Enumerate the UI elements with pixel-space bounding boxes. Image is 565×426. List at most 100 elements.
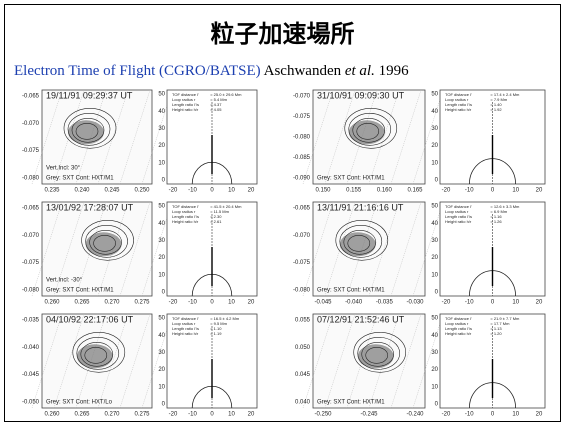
grid-line <box>31 201 63 297</box>
x-tick-label: 0.260 <box>44 412 60 418</box>
profile-x-tick: -10 <box>465 188 474 194</box>
contour <box>80 341 114 367</box>
sxt-blob <box>85 232 122 257</box>
tof-label: Loop radius r <box>445 209 469 214</box>
profile-y-tick: 30 <box>158 238 165 244</box>
profile-x-tick: -20 <box>442 412 451 418</box>
x-tick-label: 0.240 <box>74 188 90 194</box>
grid-line <box>302 313 334 409</box>
tof-label: Height ratio h/r <box>445 219 472 224</box>
sxt-blob <box>357 344 394 369</box>
profile-y-tick: 40 <box>431 333 438 339</box>
grid-line <box>368 201 400 297</box>
slide-title: 粒子加速場所 <box>210 19 355 48</box>
profile-y-tick: 50 <box>431 316 438 322</box>
profile-y-tick: 30 <box>431 238 438 244</box>
y-tick-label: -0.065 <box>22 94 40 100</box>
contour <box>348 113 392 146</box>
grid-line <box>412 89 444 185</box>
tof-value: = 1.40 <box>490 102 502 107</box>
year: 1996 <box>378 63 409 79</box>
profile-x-tick: -20 <box>169 188 178 194</box>
author: Aschwanden <box>263 63 342 79</box>
tof-label: TOF distance l' <box>172 204 199 209</box>
profile-x-tick: -20 <box>442 300 451 306</box>
x-tick-label: -0.250 <box>314 412 332 418</box>
profile-y-tick: 20 <box>431 143 438 149</box>
contour <box>365 346 389 364</box>
profile-y-tick: 10 <box>158 272 165 278</box>
profile-x-tick: 0 <box>491 412 495 418</box>
profile-x-tick: -20 <box>169 300 178 306</box>
grid-line <box>368 313 400 409</box>
profile-x-tick: 20 <box>536 412 543 418</box>
x-tick-label: -0.245 <box>360 412 378 418</box>
grid-line <box>75 201 107 297</box>
contour <box>89 230 122 255</box>
x-tick-label: -0.040 <box>345 300 363 306</box>
x-tick-label: 0.165 <box>407 188 423 194</box>
grid-line <box>75 313 107 409</box>
x-tick-label: 0.265 <box>74 412 90 418</box>
tof-value: = 7.9 Mm <box>490 97 507 102</box>
contour <box>343 230 377 255</box>
y-tick-label: 0.050 <box>295 345 311 351</box>
y-tick-label: -0.075 <box>293 260 311 266</box>
tof-value: = 5.4 Mm <box>210 97 227 102</box>
profile-y-tick: 50 <box>158 92 165 98</box>
image-frame <box>41 201 153 297</box>
profile-x-tick: 0 <box>491 188 495 194</box>
profile-x-tick: -20 <box>169 412 178 418</box>
sxt-blob <box>348 120 385 145</box>
tof-value: = 1.19 <box>210 331 222 336</box>
x-tick-label: -0.045 <box>314 300 332 306</box>
grid-line <box>119 313 151 409</box>
y-tick-label: 0.045 <box>295 372 311 378</box>
tof-value: = 6.9 Mm <box>490 209 507 214</box>
tof-label: TOF distance l' <box>445 316 472 321</box>
x-tick-label: 0.275 <box>134 412 150 418</box>
grid-line <box>412 313 444 409</box>
grid-line <box>97 313 129 409</box>
tof-label: Length ratio l'/s <box>172 214 199 219</box>
y-tick-label: -0.070 <box>22 233 40 239</box>
tof-label: Height ratio h/r <box>172 219 199 224</box>
panel-date: 04/10/92 22:17:06 UT <box>46 314 134 324</box>
contour <box>67 113 111 146</box>
panel-legend: Grey: SXT Cont: HXT/M1 <box>317 400 385 406</box>
y-tick-label: -0.090 <box>293 176 311 182</box>
grid-line <box>324 313 356 409</box>
tof-value: = 11.5 Mm <box>210 209 229 214</box>
profile-y-tick: 10 <box>158 160 165 166</box>
profile-x-tick: 0 <box>210 300 214 306</box>
profile-y-tick: 10 <box>431 384 438 390</box>
panel-date: 13/01/92 17:28:07 UT <box>46 202 134 212</box>
y-tick-label: -0.080 <box>293 135 311 141</box>
tof-value: = 16.5 ± 4.2 Mm <box>210 316 240 321</box>
x-tick-label: 0.235 <box>44 188 60 194</box>
tof-label: Length ratio l'/s <box>445 326 472 331</box>
profile-x-tick: -10 <box>188 412 197 418</box>
tof-value: = 1.20 <box>490 331 502 336</box>
et-al: et al. <box>344 63 375 79</box>
profile-y-tick: 40 <box>431 109 438 115</box>
x-tick-label: -0.240 <box>406 412 424 418</box>
tof-label: Loop radius r <box>172 209 196 214</box>
tof-label: TOF distance l' <box>445 204 472 209</box>
profile-y-tick: 40 <box>158 333 165 339</box>
profile-y-tick: 50 <box>431 92 438 98</box>
contour <box>357 336 401 370</box>
y-tick-label: -0.070 <box>293 233 311 239</box>
tof-value: = 1.26 <box>490 219 502 224</box>
profile-x-tick: 0 <box>210 412 214 418</box>
profile-y-tick: 30 <box>431 126 438 132</box>
y-tick-label: -0.085 <box>293 155 311 161</box>
contour <box>347 235 371 252</box>
x-tick-label: 0.250 <box>134 188 150 194</box>
profile-y-tick: 0 <box>162 178 166 184</box>
tof-label: TOF distance l' <box>445 92 472 97</box>
grid-line <box>53 201 85 297</box>
y-tick-label: -0.070 <box>293 94 311 100</box>
profile-y-tick: 0 <box>162 290 166 296</box>
profile-y-tick: 30 <box>158 126 165 132</box>
